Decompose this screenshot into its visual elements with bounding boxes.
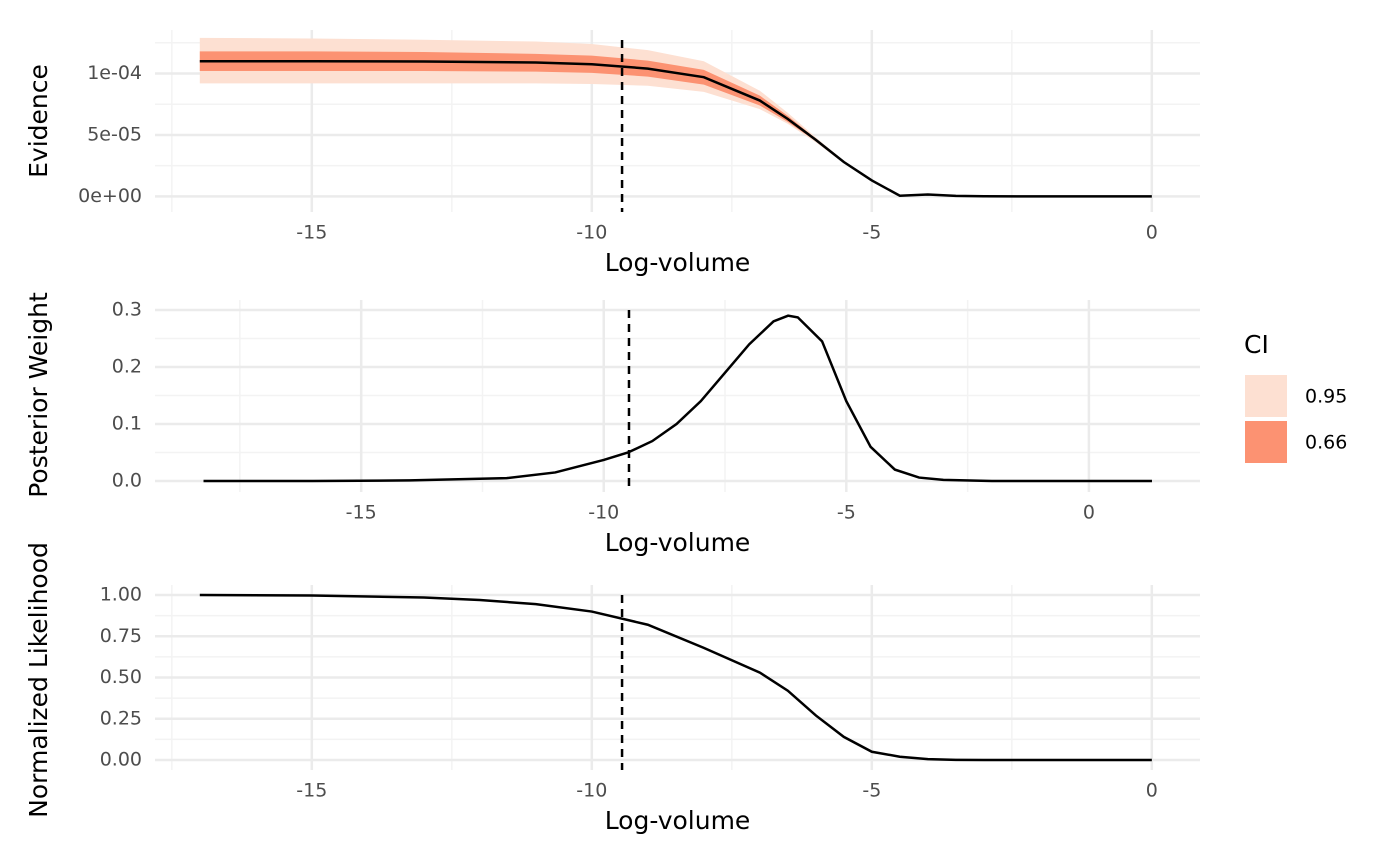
x-tick-label: -10 (588, 502, 619, 524)
y-axis-title: Normalized Likelihood (24, 542, 53, 818)
legend-title: CI (1244, 330, 1269, 359)
y-tick-label: 0.1 (112, 412, 142, 434)
y-tick-label: 0.25 (100, 707, 142, 729)
y-tick-label: 0.0 (112, 469, 142, 491)
y-tick-label: 0.2 (112, 355, 142, 377)
y-tick-label: 1e-04 (87, 62, 142, 84)
line (199, 59, 1152, 198)
legend-swatch (1245, 375, 1287, 417)
x-tick-label: 0 (1146, 780, 1158, 802)
y-tick-label: 5e-05 (87, 123, 142, 145)
x-tick-label: -5 (862, 222, 881, 244)
ci-band (199, 37, 1152, 197)
y-tick-label: 0.50 (100, 666, 142, 688)
y-tick-label: 0.00 (100, 749, 142, 771)
y-axis-title: Posterior Weight (24, 292, 53, 498)
x-tick-label: -5 (862, 780, 881, 802)
y-tick-label: 1.00 (100, 584, 142, 606)
y-axis-title: Evidence (24, 64, 53, 178)
x-axis-title: Log-volume (605, 806, 751, 835)
y-tick-label: 0.3 (112, 298, 142, 320)
legend-label: 0.95 (1305, 386, 1347, 408)
x-axis-title: Log-volume (605, 248, 751, 277)
x-tick-label: 0 (1146, 222, 1158, 244)
x-tick-label: -15 (296, 222, 327, 244)
x-axis-title: Log-volume (605, 528, 751, 557)
legend-swatch (1245, 421, 1287, 463)
x-tick-label: 0 (1083, 502, 1095, 524)
x-tick-label: -10 (576, 780, 607, 802)
legend-label: 0.66 (1305, 432, 1347, 454)
x-tick-label: -15 (296, 780, 327, 802)
y-tick-label: 0.75 (100, 625, 142, 647)
y-tick-label: 0e+00 (78, 185, 142, 207)
x-tick-label: -15 (346, 502, 377, 524)
line (203, 314, 1152, 483)
x-tick-label: -5 (837, 502, 856, 524)
ci-band (199, 51, 1152, 197)
line (199, 593, 1152, 762)
x-tick-label: -10 (576, 222, 607, 244)
